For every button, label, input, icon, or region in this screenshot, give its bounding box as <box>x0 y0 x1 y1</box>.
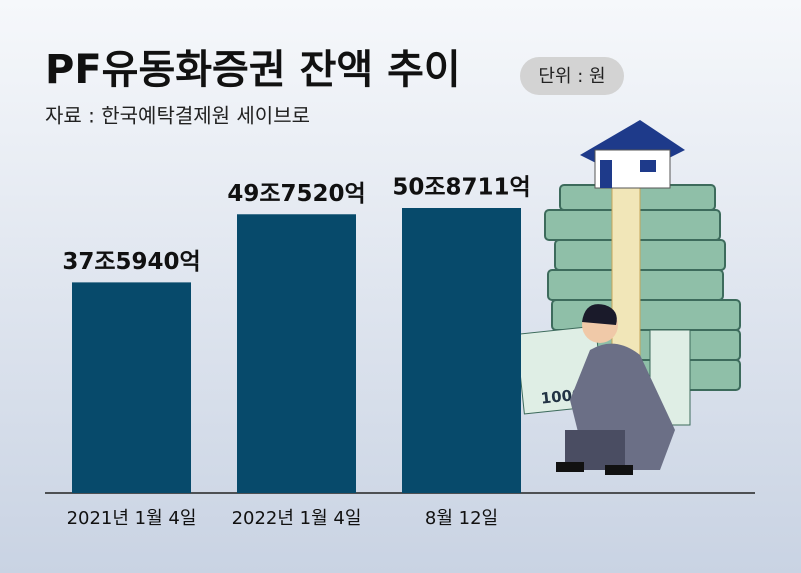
x-tick-label: 2021년 1월 4일 <box>67 508 197 529</box>
illustration: 10000 <box>515 120 741 475</box>
x-tick-label: 8월 12일 <box>425 508 498 529</box>
value-label: 49조7520억 <box>227 181 365 207</box>
bar <box>237 214 356 493</box>
bar <box>402 208 521 493</box>
source: 자료 : 한국예탁결제원 세이브로 <box>45 104 310 128</box>
unit-label: 단위 : 원 <box>538 66 605 87</box>
chart-title: PF유동화증권 잔액 추이 <box>45 47 461 93</box>
x-tick-label: 2022년 1월 4일 <box>232 508 362 529</box>
value-label: 50조8711억 <box>392 175 530 201</box>
unit-badge <box>520 57 624 95</box>
bar <box>72 282 191 493</box>
value-label: 37조5940억 <box>62 249 200 275</box>
